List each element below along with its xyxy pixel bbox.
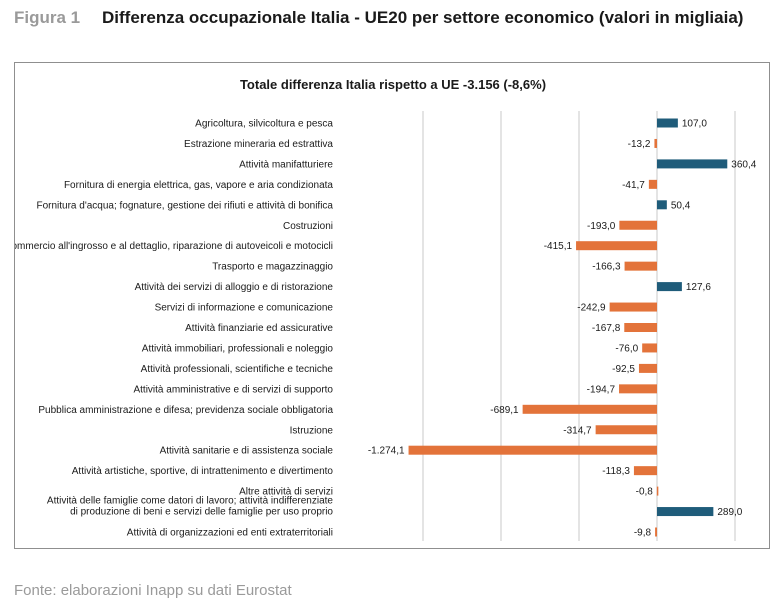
category-label: Servizi di informazione e comunicazione: [155, 303, 334, 314]
value-label: -13,2: [628, 139, 651, 150]
value-label: 289,0: [717, 507, 742, 518]
category-label: Attività professionali, scientifiche e t…: [141, 364, 334, 375]
value-label: -41,7: [622, 180, 645, 191]
bar: [657, 159, 728, 169]
bar: [619, 220, 657, 230]
value-label: 107,0: [682, 119, 707, 130]
category-label: Costruzioni: [283, 221, 333, 232]
bar: [624, 323, 657, 332]
value-label: -9,8: [634, 528, 652, 539]
category-label: Attività dei servizi di alloggio e di ri…: [135, 282, 334, 293]
chart-title: Totale differenza Italia rispetto a UE -…: [240, 77, 546, 92]
bar: [657, 118, 678, 128]
bar: [609, 302, 657, 312]
value-label: -415,1: [544, 241, 573, 252]
bar: [656, 486, 659, 496]
bar: [657, 507, 714, 517]
value-label: -194,7: [587, 384, 616, 395]
bar: [638, 363, 657, 373]
value-label: -76,0: [615, 343, 638, 354]
bar: [648, 179, 657, 189]
bar: [654, 138, 657, 148]
value-label: -1.274,1: [368, 446, 405, 457]
category-label: Attività immobiliari, professionali e no…: [142, 343, 334, 354]
bar: [642, 343, 657, 353]
value-label: -166,3: [592, 262, 621, 273]
category-label: Attività finanziarie ed assicurative: [185, 323, 333, 334]
category-label: Attività artistiche, sportive, di intrat…: [72, 466, 334, 477]
category-label: Pubblica amministrazione e difesa; previ…: [38, 405, 333, 416]
value-label: -689,1: [490, 405, 519, 416]
bar: [657, 282, 682, 292]
value-label: -118,3: [602, 466, 630, 477]
category-label: Attività manifatturiere: [239, 159, 333, 170]
category-label: Attività delle famiglie come datori di l…: [47, 496, 334, 518]
value-label: 360,4: [731, 159, 756, 170]
bar: [619, 384, 657, 394]
figure-title: Differenza occupazionale Italia - UE20 p…: [102, 8, 744, 27]
value-label: 127,6: [686, 282, 711, 293]
category-label: Altre attività di servizi: [239, 487, 333, 498]
value-label: -92,5: [612, 364, 635, 375]
figure-label: Figura 1: [14, 8, 81, 27]
value-labels: 107,0 -13,2 360,4 -41,7 50,4 -193,0 -415,1 -166…: [368, 119, 757, 539]
bar: [657, 200, 667, 210]
bars: [408, 118, 728, 537]
chart-frame: Totale differenza Italia rispetto a UE -…: [14, 62, 770, 549]
category-label: Fornitura d'acqua; fognature, gestione d…: [36, 200, 333, 211]
bar: [633, 466, 657, 476]
bar-chart: Totale differenza Italia rispetto a UE -…: [15, 77, 757, 541]
category-labels: Agricoltura, silvicoltura e pesca Estrazi…: [15, 119, 333, 539]
value-label: -167,8: [592, 323, 621, 334]
grid-lines: [422, 111, 736, 541]
value-label: -314,7: [563, 425, 592, 436]
value-label: -193,0: [587, 221, 616, 232]
value-label: -0,8: [636, 487, 654, 498]
bar: [624, 261, 657, 271]
bar: [522, 404, 657, 414]
category-label: Agricoltura, silvicoltura e pesca: [195, 119, 333, 130]
category-label: Attività di organizzazioni ed enti extra…: [127, 528, 333, 539]
value-label: 50,4: [671, 200, 691, 211]
bar: [408, 445, 657, 455]
category-label: Fornitura di energia elettrica, gas, vap…: [64, 180, 333, 191]
bar: [595, 425, 657, 435]
value-label: -242,9: [577, 303, 606, 314]
category-label: Trasporto e magazzinaggio: [212, 262, 333, 273]
category-label: Attività amministrative e di servizi di …: [133, 384, 333, 395]
source-note: Fonte: elaborazioni Inapp su dati Eurost…: [14, 582, 292, 599]
category-label: Commercio all'ingrosso e al dettaglio, r…: [15, 241, 333, 252]
bar: [655, 527, 657, 537]
category-label: Attività sanitarie e di assistenza socia…: [160, 446, 334, 457]
category-label: Istruzione: [290, 425, 334, 436]
bar: [576, 241, 657, 251]
category-label: Estrazione mineraria ed estrattiva: [184, 139, 333, 150]
